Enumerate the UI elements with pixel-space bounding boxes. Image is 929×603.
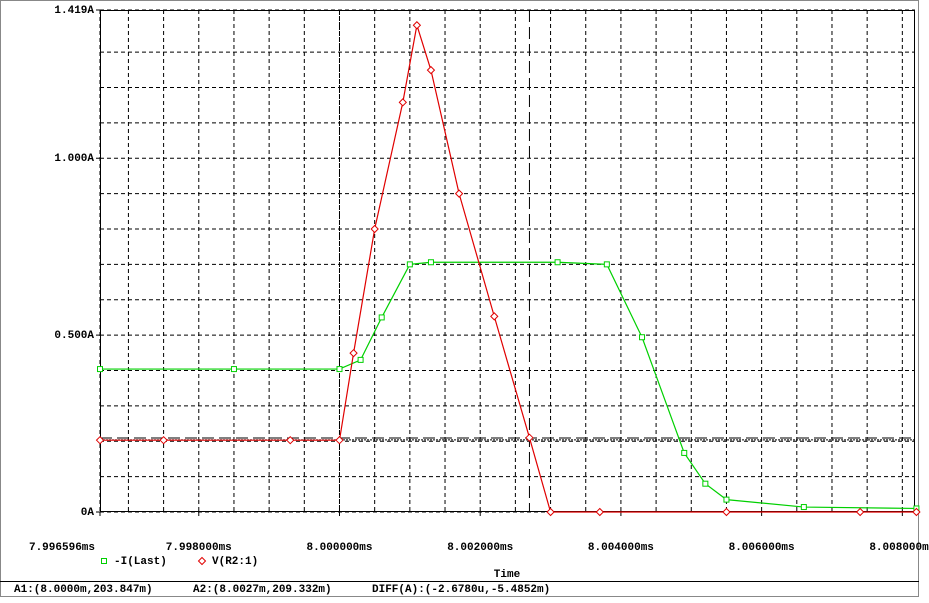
point-marker xyxy=(159,435,168,445)
legend-label: V(R2:1) xyxy=(212,556,258,568)
status-a1: A1:(8.0000m,203.847m) xyxy=(14,584,153,596)
point-marker xyxy=(546,507,555,517)
point-marker xyxy=(912,507,921,517)
x-tick-label: 7.996596ms xyxy=(29,542,95,554)
point-marker xyxy=(412,21,422,30)
point-marker xyxy=(427,259,434,266)
series-line xyxy=(100,25,917,513)
legend-marker xyxy=(101,558,107,564)
point-marker xyxy=(800,504,807,511)
x-tick-label: 8.000000ms xyxy=(306,542,372,554)
point-marker xyxy=(603,261,610,268)
y-tick-label: 1.419A xyxy=(54,5,94,17)
point-marker xyxy=(426,65,436,75)
point-marker xyxy=(681,449,688,456)
x-tick-label: 8.008000ms xyxy=(869,542,929,554)
point-marker xyxy=(286,435,295,445)
point-marker xyxy=(230,366,237,373)
point-marker xyxy=(336,366,343,373)
y-tick-label: 0A xyxy=(81,507,95,519)
point-marker xyxy=(525,433,534,442)
x-tick-label: 7.998000ms xyxy=(166,542,232,554)
point-marker xyxy=(97,366,103,373)
x-tick-label: 8.002000ms xyxy=(447,542,513,554)
legend-label: -I(Last) xyxy=(114,556,167,568)
point-marker xyxy=(722,507,731,517)
window-border xyxy=(0,0,919,597)
point-marker xyxy=(398,98,408,107)
point-marker xyxy=(554,259,561,266)
point-marker xyxy=(357,356,364,363)
point-marker xyxy=(490,312,499,321)
y-tick-label: 1.000A xyxy=(54,153,94,165)
y-tick-label: 0.500A xyxy=(54,330,94,342)
point-marker xyxy=(335,435,344,445)
point-marker xyxy=(95,435,105,445)
status-a2: A2:(8.0027m,209.332m) xyxy=(193,584,332,596)
point-marker xyxy=(855,507,865,517)
x-tick-label: 8.006000ms xyxy=(729,542,795,554)
x-axis-label: Time xyxy=(494,569,521,581)
point-marker xyxy=(702,480,709,487)
point-marker xyxy=(454,189,464,198)
point-marker xyxy=(723,496,730,503)
series-line xyxy=(100,261,917,510)
x-tick-label: 8.004000ms xyxy=(588,542,654,554)
legend-marker xyxy=(197,556,207,566)
point-marker xyxy=(406,261,413,268)
point-marker xyxy=(370,224,379,234)
status-diff: DIFF(A):(-2.6780u,-5.4852m) xyxy=(372,584,550,596)
point-marker xyxy=(378,314,385,321)
point-marker xyxy=(595,507,605,517)
plot-frame xyxy=(100,10,915,512)
point-marker xyxy=(349,348,358,358)
point-marker xyxy=(639,334,646,341)
